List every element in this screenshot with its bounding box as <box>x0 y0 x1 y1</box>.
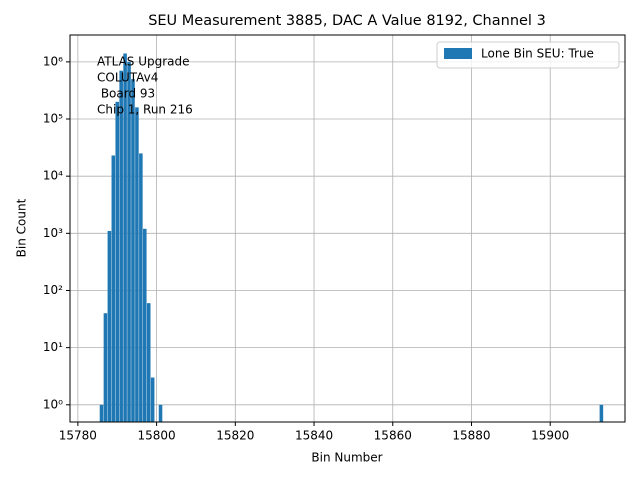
bar <box>599 404 604 422</box>
y-tick-label: 10⁴ <box>43 169 63 183</box>
bar <box>146 303 151 422</box>
bar <box>103 313 108 422</box>
y-tick-label: 10² <box>43 283 63 297</box>
y-tick-label: 10¹ <box>43 340 63 354</box>
legend: Lone Bin SEU: True <box>436 41 620 69</box>
plot-frame <box>69 34 626 423</box>
x-tick-label: 15840 <box>295 429 333 443</box>
legend-swatch <box>444 48 472 59</box>
bar <box>107 230 112 422</box>
legend-box <box>436 41 620 69</box>
chart-title: SEU Measurement 3885, DAC A Value 8192, … <box>148 13 546 29</box>
bar <box>111 155 116 422</box>
bar <box>119 70 123 422</box>
x-tick-label: 15820 <box>216 429 254 443</box>
annotation: COLUTAv4 <box>97 71 158 85</box>
y-axis-label: Bin Count <box>15 198 29 257</box>
x-tick-label: 15900 <box>531 429 569 443</box>
annotation: Chip 1, Run 216 <box>97 103 193 117</box>
bar <box>131 79 135 422</box>
bar <box>99 404 104 422</box>
bar <box>123 53 127 422</box>
x-tick-label: 15860 <box>374 429 412 443</box>
y-tick-label: 10⁰ <box>43 397 63 411</box>
annotation: ATLAS Upgrade <box>97 55 190 69</box>
x-tick-label: 15780 <box>59 429 97 443</box>
legend-label: Lone Bin SEU: True <box>481 47 594 61</box>
bar <box>139 153 143 423</box>
bar <box>150 377 155 422</box>
bar <box>158 404 163 422</box>
bar <box>135 107 139 422</box>
x-tick-label: 15800 <box>138 429 176 443</box>
y-tick-label: 10⁶ <box>43 54 63 68</box>
bar <box>143 228 147 422</box>
x-axis-label: Bin Number <box>311 451 382 465</box>
annotation: Board 93 <box>97 87 155 101</box>
x-tick-label: 15880 <box>452 429 490 443</box>
bar <box>127 61 131 422</box>
bar <box>115 101 120 422</box>
y-tick-label: 10⁵ <box>43 112 63 126</box>
y-tick-label: 10³ <box>43 226 63 240</box>
